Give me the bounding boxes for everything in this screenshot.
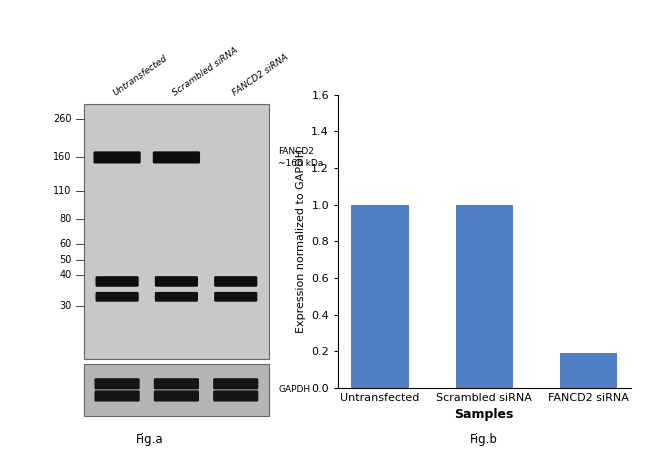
Text: GAPDH: GAPDH — [278, 386, 310, 394]
Text: 60: 60 — [60, 239, 72, 249]
Text: 80: 80 — [60, 214, 72, 224]
Bar — [84, 364, 269, 416]
FancyBboxPatch shape — [153, 152, 200, 164]
Bar — [351, 205, 409, 388]
FancyBboxPatch shape — [214, 292, 257, 302]
FancyBboxPatch shape — [94, 391, 140, 401]
FancyBboxPatch shape — [155, 276, 198, 287]
FancyBboxPatch shape — [214, 276, 257, 287]
FancyBboxPatch shape — [154, 378, 199, 389]
FancyBboxPatch shape — [94, 378, 140, 389]
X-axis label: Samples: Samples — [454, 408, 514, 421]
Text: 40: 40 — [60, 270, 72, 280]
Text: Scrambled siRNA: Scrambled siRNA — [171, 46, 240, 97]
Text: Fig.a: Fig.a — [136, 433, 163, 446]
Text: FANCD2 siRNA: FANCD2 siRNA — [231, 53, 289, 97]
FancyBboxPatch shape — [96, 292, 138, 302]
Text: Untransfected: Untransfected — [112, 54, 170, 97]
FancyBboxPatch shape — [155, 292, 198, 302]
Text: FANCD2
~166 kDa: FANCD2 ~166 kDa — [278, 147, 323, 168]
Bar — [456, 205, 513, 388]
FancyBboxPatch shape — [154, 391, 199, 401]
FancyBboxPatch shape — [94, 152, 140, 164]
FancyBboxPatch shape — [213, 391, 258, 401]
Y-axis label: Expression normalized to GAPDH: Expression normalized to GAPDH — [296, 149, 306, 333]
Text: 30: 30 — [60, 301, 72, 311]
Text: 160: 160 — [53, 152, 72, 162]
FancyBboxPatch shape — [96, 276, 138, 287]
Bar — [84, 104, 269, 359]
Text: 110: 110 — [53, 186, 72, 196]
Text: 260: 260 — [53, 114, 72, 124]
Text: 50: 50 — [59, 255, 72, 265]
Text: Fig.b: Fig.b — [471, 433, 498, 446]
FancyBboxPatch shape — [213, 378, 258, 389]
Bar — [560, 353, 618, 388]
